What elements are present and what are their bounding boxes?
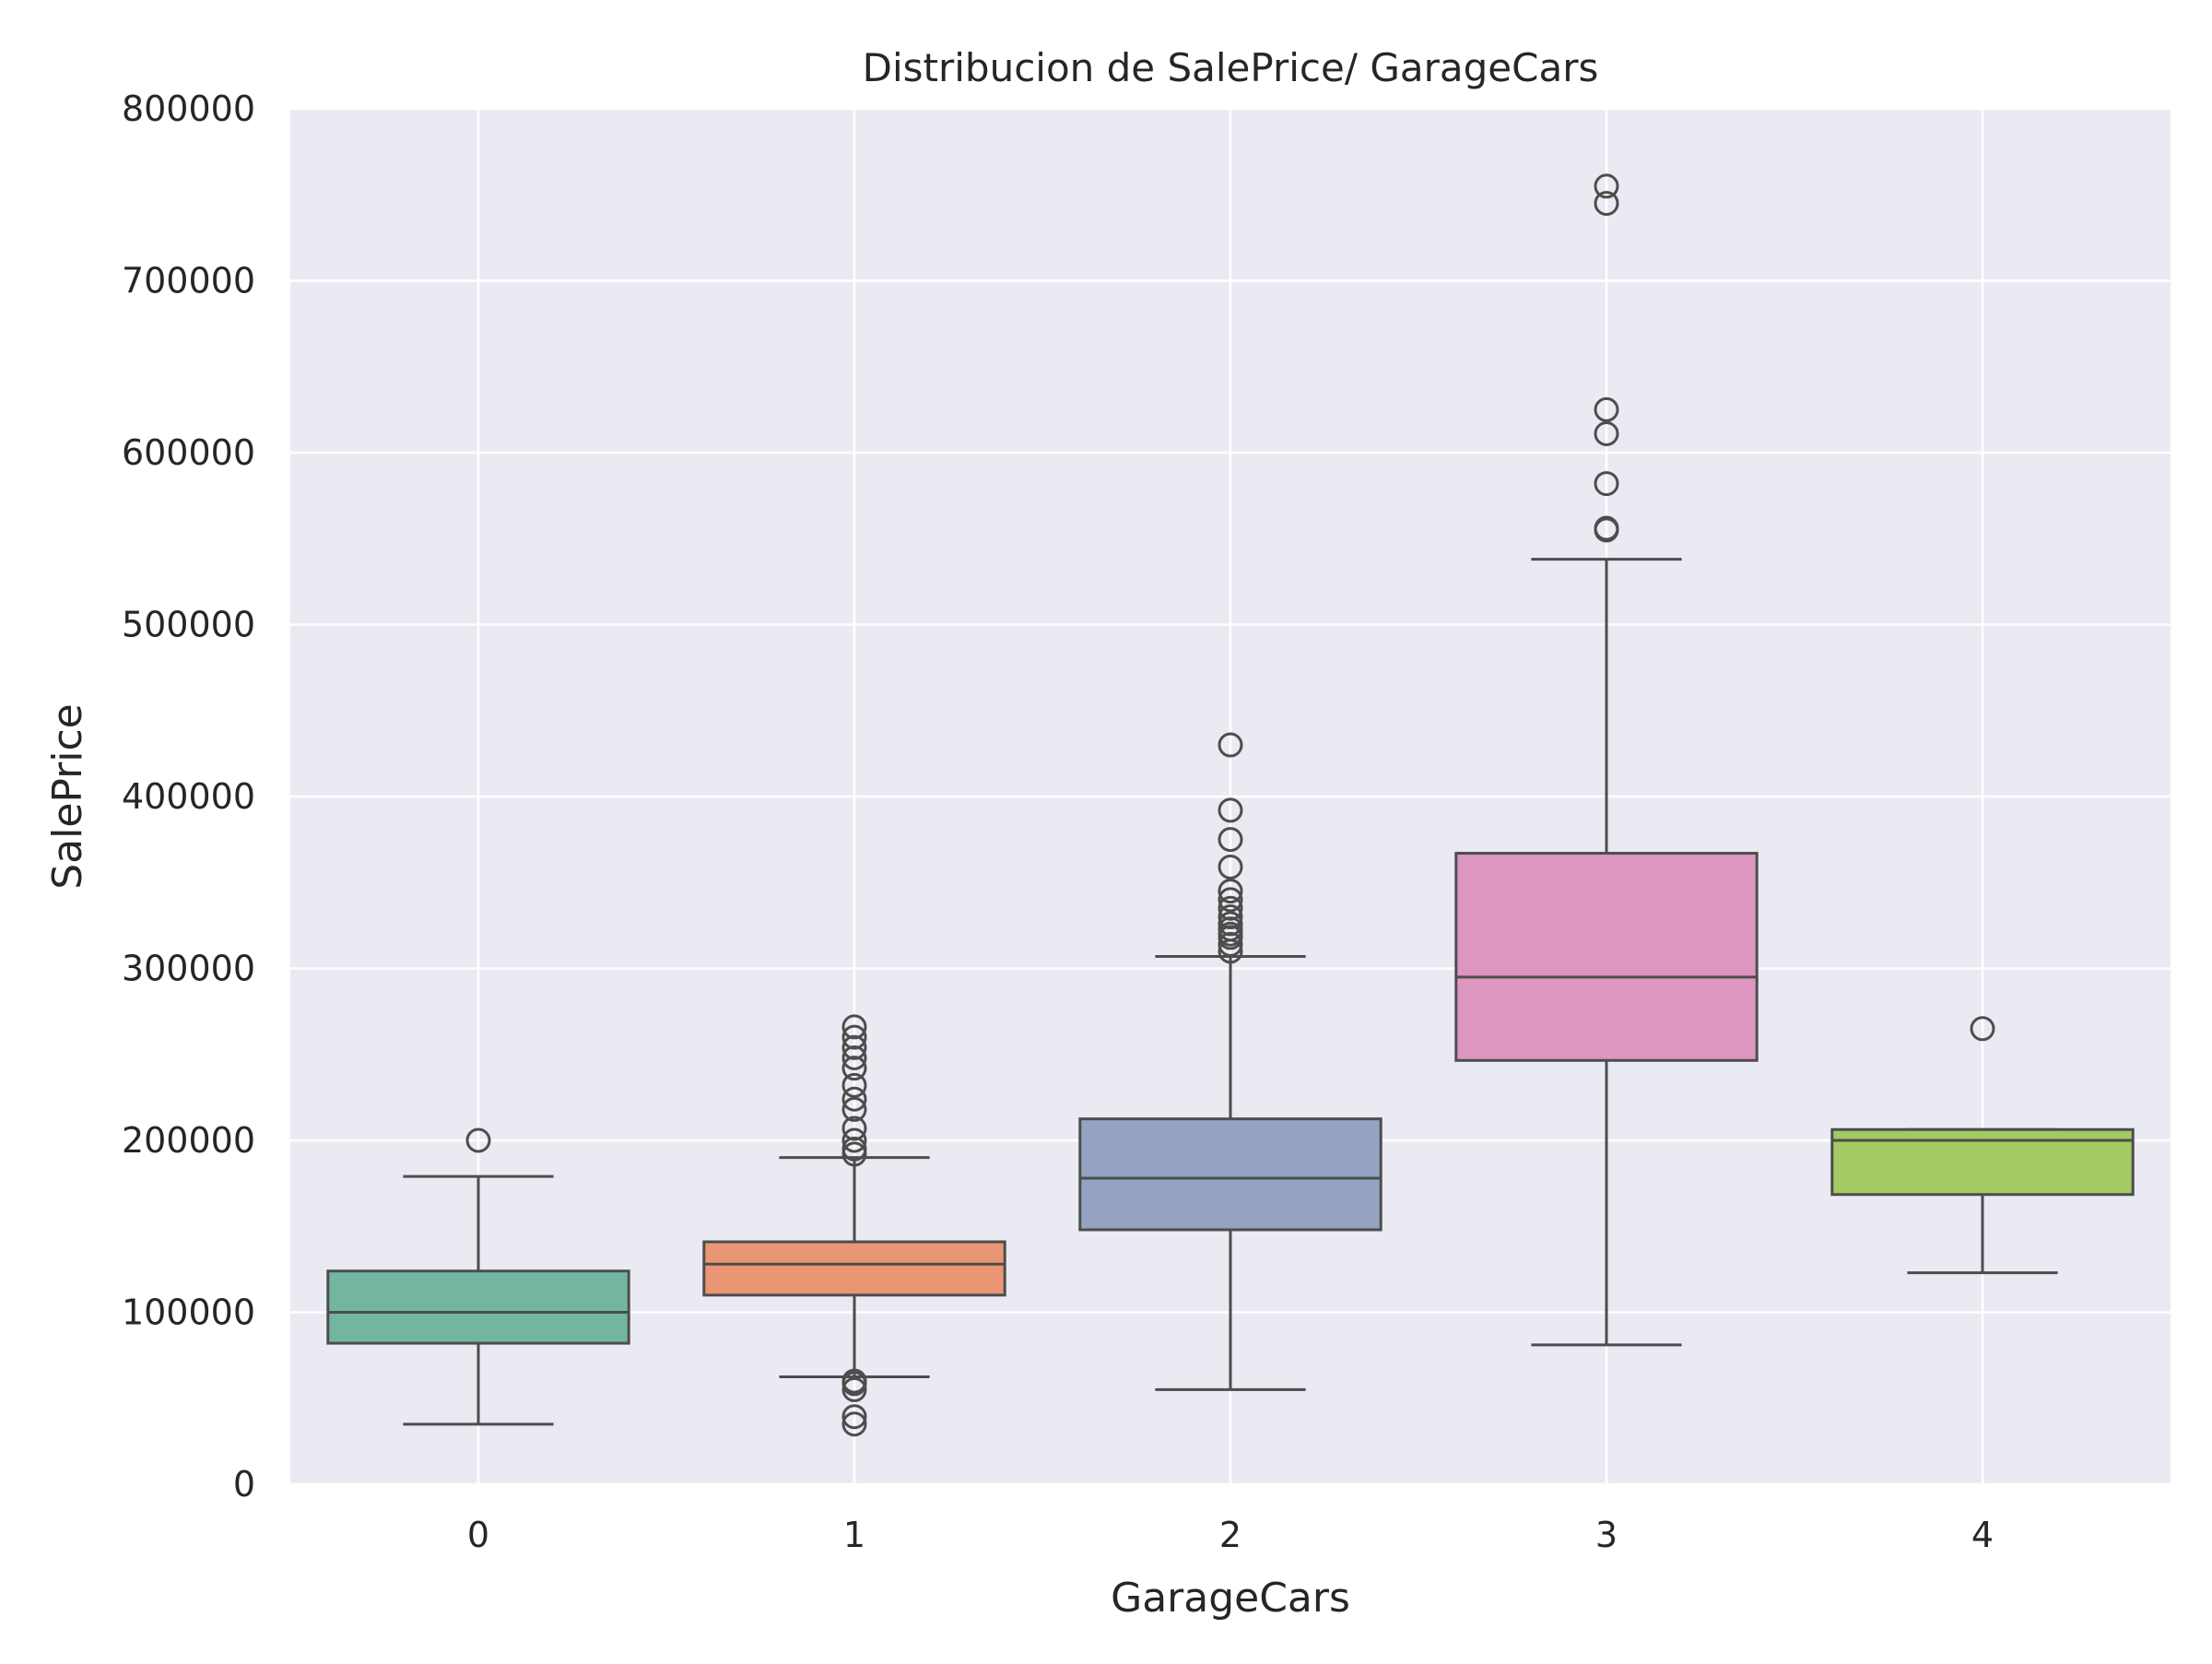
- box-iqr: [1454, 852, 1759, 1062]
- outlier-point: [1594, 191, 1619, 217]
- box-group-1: [702, 1014, 1006, 1437]
- outlier-point: [841, 1072, 867, 1098]
- outlier-point: [1218, 879, 1243, 904]
- outlier-point: [1218, 827, 1243, 853]
- outlier-point: [1594, 420, 1619, 446]
- outlier-point: [841, 1024, 867, 1050]
- box-group-4: [1830, 1016, 2135, 1275]
- outlier-point: [841, 1115, 867, 1141]
- box-group-2: [1078, 732, 1382, 1391]
- x-tick-labels: 0 1 2 3 4: [467, 1515, 1994, 1555]
- outlier-point: [841, 1014, 867, 1040]
- y-tick-label: 800000: [122, 89, 255, 129]
- outlier-point: [841, 1368, 867, 1394]
- y-tick-label: 500000: [122, 605, 255, 645]
- outlier-point: [841, 1044, 867, 1070]
- box-group-0: [326, 1127, 630, 1426]
- y-tick-label: 300000: [122, 949, 255, 989]
- outlier-point: [841, 1127, 867, 1153]
- outlier-point: [841, 1411, 867, 1437]
- box-iqr: [1078, 1117, 1382, 1232]
- outlier-point: [841, 1096, 867, 1122]
- outlier-point: [1594, 396, 1619, 422]
- box-iqr: [326, 1269, 630, 1345]
- y-tick-labels: 0 100000 200000 300000 400000 500000 600000 700…: [122, 89, 255, 1505]
- outlier-point: [1594, 515, 1619, 541]
- x-tick-label: 3: [1595, 1515, 1618, 1555]
- y-axis-label: SalePrice: [44, 703, 91, 890]
- outlier-point: [1218, 854, 1243, 879]
- y-tick-label: 200000: [122, 1120, 255, 1161]
- outlier-point: [1218, 904, 1243, 930]
- x-tick-label: 4: [1971, 1515, 1994, 1555]
- y-tick-label: 100000: [122, 1292, 255, 1333]
- outlier-point: [1218, 911, 1243, 937]
- x-tick-label: 1: [843, 1515, 865, 1555]
- y-tick-label: 700000: [122, 261, 255, 301]
- outlier-point: [1594, 471, 1619, 497]
- y-tick-label: 600000: [122, 432, 255, 473]
- y-tick-label: 400000: [122, 776, 255, 817]
- x-tick-label: 2: [1219, 1515, 1241, 1555]
- boxes: [326, 173, 2135, 1437]
- outlier-point: [1218, 931, 1243, 957]
- outlier-point: [465, 1127, 491, 1153]
- outlier-point: [841, 1056, 867, 1081]
- outlier-point: [1218, 797, 1243, 823]
- outlier-point: [1218, 887, 1243, 913]
- y-tick-label: 0: [233, 1464, 255, 1505]
- x-tick-label: 0: [467, 1515, 489, 1555]
- outlier-point: [1218, 895, 1243, 921]
- outlier-point: [841, 1034, 867, 1060]
- outlier-point: [841, 1404, 867, 1430]
- outlier-point: [841, 1086, 867, 1112]
- chart-title: Distribucion de SalePrice/ GarageCars: [863, 45, 1599, 90]
- outlier-point: [1970, 1016, 1995, 1042]
- outlier-point: [841, 1136, 867, 1162]
- outlier-point: [1218, 732, 1243, 758]
- x-axis-label: GarageCars: [1111, 1575, 1350, 1622]
- box-iqr: [702, 1240, 1006, 1297]
- outlier-point: [841, 1376, 867, 1402]
- box-group-3: [1454, 173, 1759, 1347]
- outlier-point: [1594, 173, 1619, 199]
